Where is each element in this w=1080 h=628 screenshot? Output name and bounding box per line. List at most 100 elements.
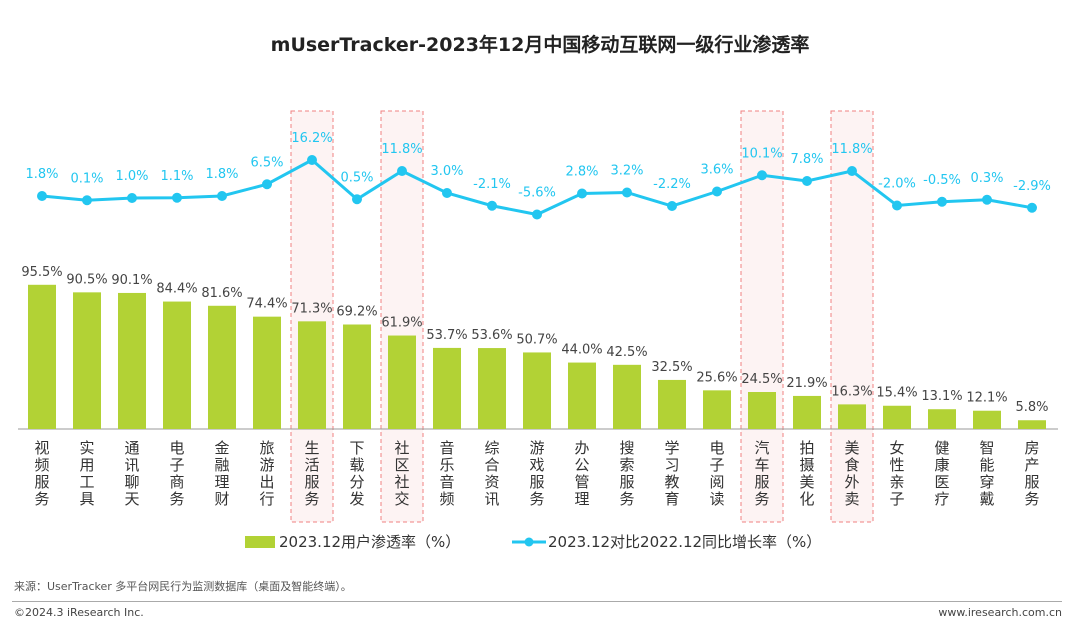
bar <box>208 305 236 429</box>
bar-data-label: 81.6% <box>201 286 242 301</box>
growth-point <box>577 188 587 199</box>
bar-data-label: 44.0% <box>561 343 602 358</box>
growth-data-label: 0.3% <box>970 171 1003 186</box>
growth-point <box>712 186 722 197</box>
legend-bar-label: 2023.12用户渗透率（%） <box>279 533 461 551</box>
growth-data-label: -5.6% <box>518 186 556 201</box>
legend-line-label: 2023.12对比2022.12同比增长率（%） <box>548 533 822 551</box>
highlight-box <box>830 110 874 523</box>
bar-data-label: 13.1% <box>921 389 962 404</box>
category-label: 旅游出行 <box>259 439 275 508</box>
bar <box>73 292 101 429</box>
bar <box>118 292 146 429</box>
growth-point <box>127 193 137 203</box>
bar-data-label: 12.1% <box>966 391 1007 406</box>
bar <box>343 324 371 429</box>
category-label: 学习教育 <box>664 439 680 508</box>
bar <box>298 321 326 429</box>
category-label: 电子阅读 <box>709 439 725 508</box>
growth-point <box>262 179 272 190</box>
legend-bar: 2023.12用户渗透率（%） <box>245 531 460 552</box>
bar-data-label: 61.9% <box>381 316 422 331</box>
growth-point <box>37 191 47 201</box>
category-label: 搜索服务 <box>619 439 635 508</box>
highlight-box <box>290 110 334 523</box>
highlighted-category-label: 美食外卖 <box>844 439 860 508</box>
footer-divider <box>12 601 1062 602</box>
bar-data-label: 90.1% <box>111 273 152 288</box>
category-label: 金融理财 <box>214 439 230 508</box>
highlighted-category-label: 社区社交 <box>394 439 410 508</box>
bar-data-label: 69.2% <box>336 305 377 320</box>
bar <box>793 395 821 429</box>
growth-point <box>802 176 812 186</box>
growth-point <box>622 187 632 198</box>
bar <box>973 410 1001 429</box>
growth-data-label: 10.1% <box>741 146 782 161</box>
bar-data-label: 42.5% <box>606 345 647 360</box>
growth-data-label: 3.2% <box>610 164 643 179</box>
growth-point <box>532 209 542 220</box>
growth-data-label: 3.0% <box>430 164 463 179</box>
bar-data-label: 90.5% <box>66 272 107 287</box>
bar-data-label: 84.4% <box>156 282 197 297</box>
bar-data-label: 50.7% <box>516 332 557 347</box>
bar <box>838 404 866 429</box>
website-link: www.iresearch.com.cn <box>938 606 1062 619</box>
category-label: 拍摄美化 <box>799 439 815 508</box>
growth-data-label: 11.8% <box>381 142 422 157</box>
category-label: 智能穿戴 <box>979 439 995 508</box>
growth-data-label: -2.2% <box>653 177 691 192</box>
category-label: 下载分发 <box>349 439 365 508</box>
growth-data-label: 0.1% <box>70 171 103 186</box>
bar <box>388 335 416 429</box>
legend-line-swatch <box>512 537 546 546</box>
growth-point <box>667 201 677 211</box>
growth-point <box>847 166 857 176</box>
growth-data-label: -2.0% <box>878 177 916 192</box>
bar <box>163 301 191 429</box>
category-label: 电子商务 <box>169 439 185 508</box>
growth-data-label: -2.9% <box>1013 179 1051 194</box>
growth-point <box>397 166 407 176</box>
bar <box>928 409 956 429</box>
category-label: 健康医疗 <box>934 439 950 508</box>
bar <box>658 379 686 429</box>
growth-data-label: 0.5% <box>340 170 373 185</box>
growth-data-label: 11.8% <box>831 142 872 157</box>
growth-data-label: 2.8% <box>565 165 598 180</box>
growth-point <box>307 155 317 165</box>
growth-data-label: 6.5% <box>250 155 283 170</box>
category-label: 办公管理 <box>574 439 590 508</box>
growth-data-label: -0.5% <box>923 173 961 188</box>
growth-data-label: 1.8% <box>25 167 58 182</box>
bar <box>883 405 911 429</box>
source-note: 来源：UserTracker 多平台网民行为监测数据库（桌面及智能终端）。 <box>14 580 352 593</box>
bar-data-label: 74.4% <box>246 297 287 312</box>
category-label: 通讯聊天 <box>124 439 140 508</box>
growth-point <box>217 191 227 201</box>
growth-data-label: -2.1% <box>473 177 511 192</box>
bar-data-label: 16.3% <box>831 384 872 399</box>
growth-point <box>937 196 947 207</box>
bar <box>748 392 776 429</box>
growth-point <box>487 200 497 211</box>
bar-data-label: 71.3% <box>291 301 332 316</box>
growth-point <box>172 192 182 203</box>
legend-line: 2023.12对比2022.12同比增长率（%） <box>512 531 821 552</box>
bar <box>433 347 461 429</box>
bar <box>1018 420 1046 429</box>
growth-point <box>82 195 92 206</box>
growth-data-label: 1.1% <box>160 169 193 184</box>
bar <box>568 362 596 429</box>
chart-title: mUserTracker-2023年12月中国移动互联网一级行业渗透率 <box>270 34 810 56</box>
bar <box>703 390 731 429</box>
bar <box>478 348 506 429</box>
category-label: 视频服务 <box>34 439 50 508</box>
growth-data-label: 3.6% <box>700 163 733 178</box>
growth-data-label: 16.2% <box>291 131 332 146</box>
highlighted-category-label: 生活服务 <box>304 439 320 508</box>
bar <box>613 364 641 429</box>
